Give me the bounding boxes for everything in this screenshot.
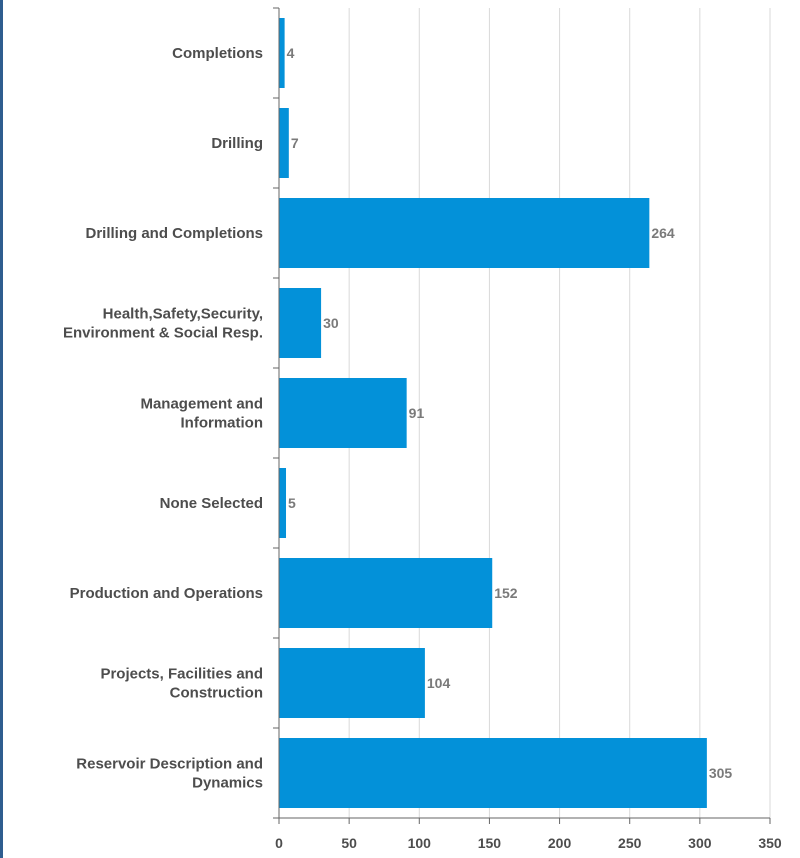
category-label-8: Reservoir Description and Dynamics — [76, 756, 263, 792]
bar-4[interactable] — [279, 378, 407, 448]
data-label-1: 7 — [291, 135, 299, 151]
data-label-0: 4 — [287, 45, 295, 61]
category-label-line: Management and — [140, 396, 263, 413]
category-label-5: None Selected — [160, 495, 263, 512]
bar-2[interactable] — [279, 198, 650, 268]
data-label-6: 152 — [494, 585, 518, 601]
category-label-line: None Selected — [160, 495, 263, 512]
category-label-line: Reservoir Description and — [76, 756, 263, 773]
category-label-2: Drilling and Completions — [85, 225, 263, 242]
data-label-4: 91 — [409, 405, 425, 421]
frame-left-border — [0, 0, 3, 858]
category-label-line: Information — [181, 415, 264, 432]
category-label-line: Dynamics — [192, 775, 263, 792]
category-label-7: Projects, Facilities and Construction — [100, 666, 263, 702]
bar-5[interactable] — [279, 468, 287, 538]
category-label-line: Production and Operations — [70, 585, 263, 602]
category-label-6: Production and Operations — [70, 585, 263, 602]
data-label-5: 5 — [288, 495, 296, 511]
data-labels: 4 7 264 30 91 5 152 104 305 — [287, 45, 733, 781]
category-label-line: Drilling and Completions — [85, 225, 263, 242]
bars — [279, 18, 707, 808]
x-tick-labels: 0 50 100 150 200 250 300 350 — [275, 835, 782, 851]
category-label-line: Drilling — [211, 135, 263, 152]
x-tick-label-200: 200 — [548, 835, 572, 851]
category-label-line: Completions — [172, 45, 263, 62]
category-labels: Completions Drilling Drilling and Completi… — [63, 45, 263, 792]
bar-1[interactable] — [279, 108, 289, 178]
bar-6[interactable] — [279, 558, 493, 628]
bar-3[interactable] — [279, 288, 322, 358]
category-label-line: Projects, Facilities and — [100, 666, 263, 683]
category-label-4: Management and Information — [140, 396, 263, 432]
category-label-0: Completions — [172, 45, 263, 62]
category-label-1: Drilling — [211, 135, 263, 152]
data-label-2: 264 — [651, 225, 675, 241]
bar-7[interactable] — [279, 648, 425, 718]
bar-8[interactable] — [279, 738, 707, 808]
axes — [273, 7, 771, 824]
category-label-line: Environment & Social Resp. — [63, 325, 263, 342]
x-tick-label-100: 100 — [408, 835, 432, 851]
bar-0[interactable] — [279, 18, 285, 88]
data-label-3: 30 — [323, 315, 339, 331]
category-label-line: Health,Safety,Security, — [103, 306, 263, 323]
category-label-line: Construction — [170, 685, 263, 702]
x-tick-label-250: 250 — [618, 835, 642, 851]
category-label-3: Health,Safety,Security, Environment & Soc… — [63, 306, 263, 342]
data-label-7: 104 — [427, 675, 451, 691]
x-tick-label-150: 150 — [478, 835, 502, 851]
x-tick-label-350: 350 — [758, 835, 782, 851]
data-label-8: 305 — [709, 765, 733, 781]
x-tick-label-300: 300 — [688, 835, 712, 851]
x-tick-label-0: 0 — [275, 835, 283, 851]
x-tick-label-50: 50 — [341, 835, 357, 851]
